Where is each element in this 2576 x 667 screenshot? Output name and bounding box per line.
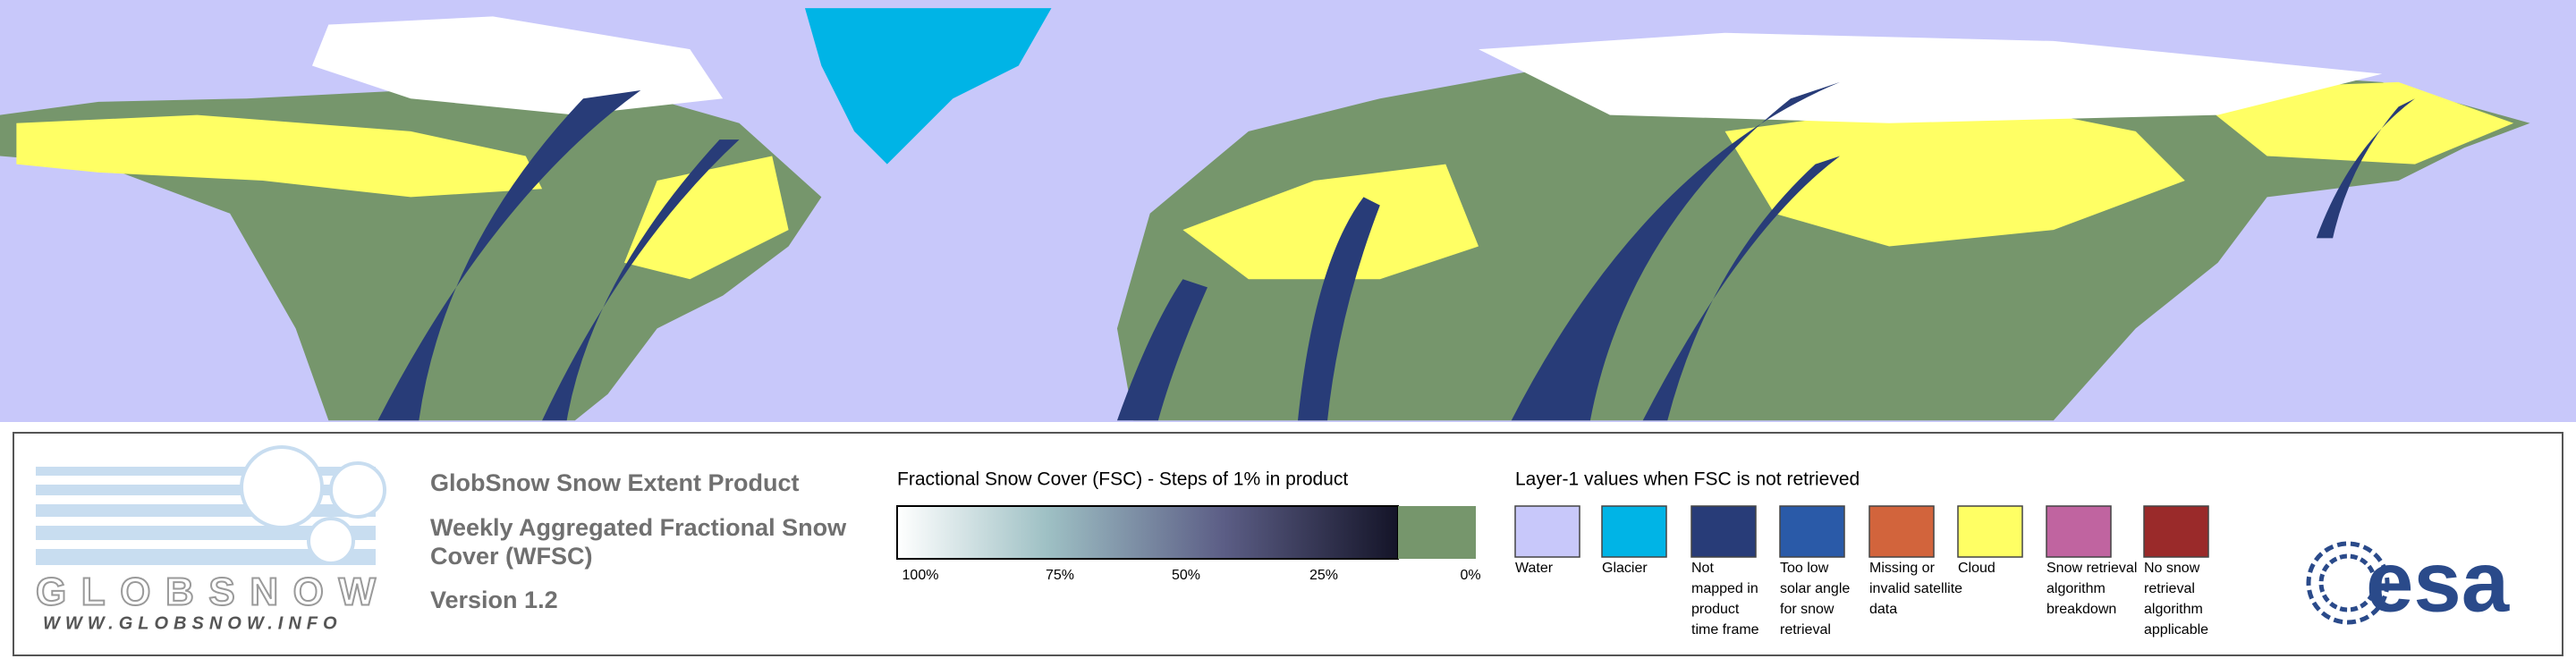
legend-swatch [1514, 505, 1580, 558]
legend-swatch [1690, 505, 1757, 558]
land [0, 8, 2530, 421]
fsc-label: 0% [1460, 568, 1480, 583]
legend-swatch [1779, 505, 1845, 558]
product-version: Version 1.2 [430, 587, 558, 613]
legend-swatch [1957, 505, 2023, 558]
legend-label: product [1691, 602, 1740, 617]
legend-label: mapped in [1691, 581, 1758, 596]
fsc-label: 50% [1172, 568, 1200, 583]
esa-name: esa [2366, 534, 2510, 629]
product-title: GlobSnow Snow Extent Product [430, 469, 800, 496]
legend-label: retrieval [2144, 581, 2195, 596]
fsc-zero [1398, 506, 1476, 559]
legend-label: Cloud [1958, 561, 1996, 576]
legend-label: applicable [2144, 622, 2208, 637]
legend-label: algorithm [2046, 581, 2106, 596]
legend-label: solar angle [1780, 581, 1850, 596]
fsc-label: 100% [902, 568, 939, 583]
layer1-title: Layer-1 values when FSC is not retrieved [1515, 469, 1860, 490]
legend-label: Glacier [1602, 561, 1648, 576]
legend-label: data [1869, 602, 1897, 617]
legend-label: Too low [1780, 561, 1829, 576]
legend-swatch [1601, 505, 1667, 558]
legend-swatch [1868, 505, 1935, 558]
fsc-title: Fractional Snow Cover (FSC) - Steps of 1… [897, 469, 1348, 490]
legend-label: retrieval [1780, 622, 1831, 637]
legend-label: breakdown [2046, 602, 2116, 617]
legend-label: Snow retrieval [2046, 561, 2137, 576]
legend-label: Not [1691, 561, 1714, 576]
legend-swatch [2143, 505, 2209, 558]
legend-swatch [2046, 505, 2112, 558]
legend-label: algorithm [2144, 602, 2203, 617]
map [0, 0, 2576, 422]
esa-logo: esa [2306, 534, 2510, 629]
product-subtitle: Weekly Aggregated Fractional Snow Cover … [430, 514, 847, 570]
legend-label: Missing or [1869, 561, 1936, 576]
product-subtitle-box: Weekly Aggregated Fractional Snow Cover … [430, 514, 847, 570]
legend-label: No snow [2144, 561, 2200, 576]
logo-url: WWW.GLOBSNOW.INFO [43, 613, 343, 633]
fsc-colorbar [896, 505, 1399, 560]
legend-label: invalid satellite [1869, 581, 1962, 596]
fsc-label: 25% [1309, 568, 1338, 583]
legend-label: for snow [1780, 602, 1835, 617]
legend-label: Water [1515, 561, 1554, 576]
fsc-label: 75% [1046, 568, 1074, 583]
legend-label: time frame [1691, 622, 1759, 637]
